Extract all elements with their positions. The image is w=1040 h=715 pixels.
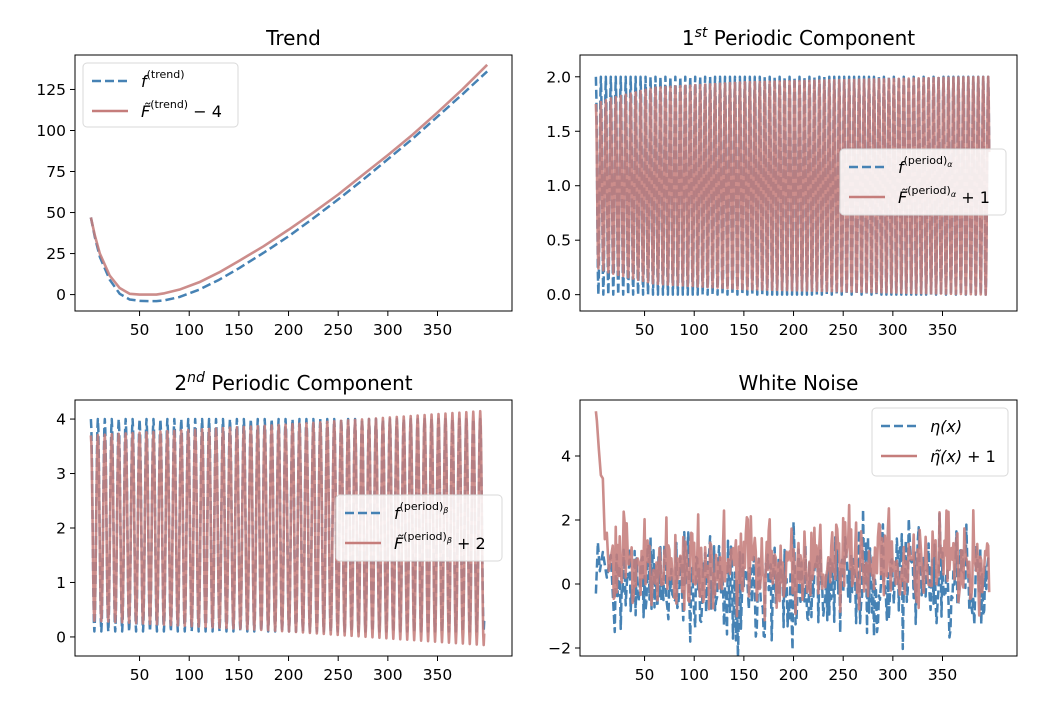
- x-tick-label: 250: [828, 321, 858, 339]
- y-tick-label: 1: [56, 574, 66, 592]
- x-tick-label: 250: [323, 666, 353, 684]
- x-tick-label: 100: [174, 666, 204, 684]
- x-tick-label: 50: [130, 321, 150, 339]
- subplot-2: 50 100 150 200 250 300 350 0.0 0.5 1.0 1.5 2.0 1st P…: [546, 25, 1018, 339]
- x-tick-label: 150: [729, 666, 759, 684]
- x-tick-label: 200: [779, 321, 809, 339]
- axes-frame: [579, 54, 1018, 312]
- y-tick-label: 125: [36, 81, 66, 99]
- y-tick-label: −2: [548, 640, 571, 658]
- y-tick-label: 0.5: [546, 232, 571, 250]
- subplot-title: 1st Periodic Component: [682, 25, 915, 50]
- x-tick-label: 150: [224, 666, 254, 684]
- legend-label: F̃(period)β + 2: [394, 530, 486, 553]
- x-tick-label: 150: [729, 321, 759, 339]
- subplot-title: Trend: [265, 26, 321, 50]
- x-tick-label: 200: [779, 666, 809, 684]
- legend: f(period)β F̃(period)β + 2: [335, 494, 503, 562]
- y-tick-label: 75: [46, 163, 66, 181]
- y-tick-label: 0: [56, 628, 66, 646]
- legend-label: F̃(period)α + 1: [898, 184, 990, 207]
- y-tick-label: 0.0: [546, 286, 571, 304]
- legend: f(trend) F̃(trend) − 4: [82, 62, 239, 128]
- x-tick-label: 200: [274, 321, 304, 339]
- y-tick-label: 4: [561, 448, 571, 466]
- legend-label: f(trend): [141, 68, 185, 91]
- y-tick-label: 1.0: [546, 177, 571, 195]
- x-tick-label: 350: [928, 666, 958, 684]
- x-tick-label: 350: [423, 321, 453, 339]
- y-tick-label: 3: [56, 465, 66, 483]
- x-tick-label: 50: [635, 666, 655, 684]
- subplot-title: 2nd Periodic Component: [174, 370, 412, 395]
- axes-frame: [579, 399, 1018, 657]
- x-tick-label: 100: [679, 321, 709, 339]
- y-tick-label: 25: [46, 245, 66, 263]
- x-tick-label: 350: [928, 321, 958, 339]
- legend-box: [839, 148, 1007, 216]
- x-tick-label: 300: [878, 666, 908, 684]
- x-tick-label: 250: [828, 666, 858, 684]
- legend-box: [871, 407, 1009, 477]
- x-tick-label: 150: [224, 321, 254, 339]
- series-line-reconstructed: [594, 411, 991, 622]
- series-group: [89, 63, 489, 303]
- axes-frame: [74, 54, 513, 312]
- legend-label: η(x): [930, 417, 962, 436]
- legend-label: η̃(x) + 1: [930, 447, 996, 466]
- x-tick-label: 300: [878, 321, 908, 339]
- subplot-1: 50 100 150 200 250 300 350 0 25 50 75 100 125 Trend f(…: [36, 26, 513, 339]
- y-tick-label: 2.0: [546, 68, 571, 86]
- x-tick-label: 50: [635, 321, 655, 339]
- x-tick-label: 300: [373, 321, 403, 339]
- series-group: [594, 411, 991, 656]
- legend: η(x) η̃(x) + 1: [871, 407, 1009, 477]
- x-tick-label: 250: [323, 321, 353, 339]
- y-tick-label: 100: [36, 122, 66, 140]
- y-tick-label: 4: [56, 411, 66, 429]
- series-line-reconstructed: [89, 409, 486, 647]
- x-tick-label: 50: [130, 666, 150, 684]
- y-tick-label: 2: [561, 512, 571, 530]
- legend-label: f(period)α: [898, 154, 953, 177]
- subplot-3: 50 100 150 200 250 300 350 0 1 2 3 4 2nd Periodic Co…: [56, 370, 513, 684]
- y-tick-label: 0: [561, 576, 571, 594]
- subplot-title: White Noise: [739, 371, 859, 395]
- legend-box: [335, 494, 503, 562]
- y-tick-label: 50: [46, 204, 66, 222]
- legend: f(period)α F̃(period)α + 1: [839, 148, 1007, 216]
- x-tick-label: 300: [373, 666, 403, 684]
- legend-label: f(period)β: [394, 500, 448, 523]
- x-tick-label: 100: [679, 666, 709, 684]
- x-tick-label: 200: [274, 666, 304, 684]
- series-line-reconstructed: [89, 63, 489, 296]
- subplot-4: 50 100 150 200 250 300 350 −2 0 2 4 White Noise η(x)…: [548, 371, 1018, 684]
- y-tick-label: 2: [56, 520, 66, 538]
- series-line-original: [89, 70, 489, 303]
- series-group: [594, 75, 991, 296]
- legend-label: F̃(trend) − 4: [141, 98, 222, 121]
- series-line-reconstructed: [594, 75, 991, 296]
- x-tick-label: 350: [423, 666, 453, 684]
- series-line-original: [594, 508, 991, 656]
- series-group: [89, 409, 486, 647]
- y-tick-label: 0: [56, 286, 66, 304]
- x-tick-label: 100: [174, 321, 204, 339]
- y-tick-label: 1.5: [546, 123, 571, 141]
